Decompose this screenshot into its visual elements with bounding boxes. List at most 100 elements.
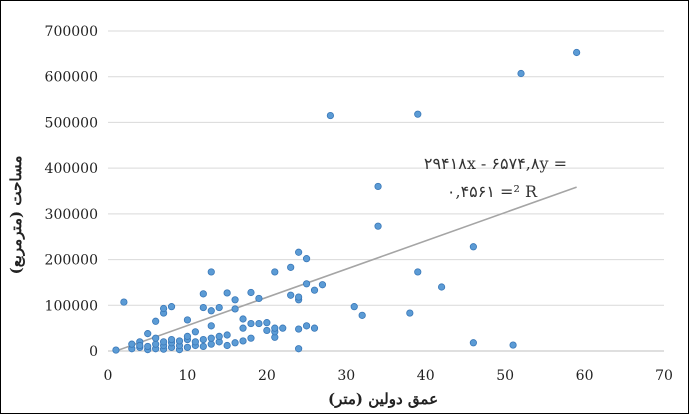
y-tick-label: 700000 — [45, 24, 98, 40]
data-point — [207, 322, 215, 330]
tick-labels: 0100000200000300000400000500000600000700… — [45, 24, 673, 384]
data-point — [247, 334, 255, 342]
y-tick-label: 100000 — [45, 298, 98, 314]
data-point — [152, 334, 160, 342]
data-point — [207, 334, 215, 342]
data-point — [247, 319, 255, 328]
data-point — [128, 340, 136, 348]
y-tick-label: 200000 — [45, 253, 98, 269]
x-tick-label: 40 — [417, 368, 435, 384]
data-point — [144, 330, 152, 338]
data-point — [374, 222, 382, 230]
x-tick-label: 50 — [496, 368, 514, 384]
data-point — [152, 340, 160, 348]
data-point — [509, 341, 517, 349]
data-point — [350, 303, 358, 311]
data-point — [414, 110, 422, 118]
data-point — [152, 317, 160, 325]
gridlines — [108, 30, 664, 306]
data-point — [279, 324, 287, 332]
data-point — [318, 281, 327, 289]
data-point — [231, 296, 239, 304]
data-point — [160, 338, 168, 346]
data-points — [112, 48, 581, 354]
x-tick-label: 20 — [258, 368, 276, 384]
data-point — [136, 341, 144, 350]
y-tick-label: 400000 — [45, 161, 98, 177]
data-point — [437, 283, 446, 291]
x-tick-label: 70 — [655, 368, 673, 384]
data-point — [271, 324, 279, 332]
data-point — [573, 48, 581, 57]
data-point — [191, 328, 199, 336]
data-point — [207, 340, 215, 348]
data-point — [199, 290, 207, 298]
data-point — [183, 343, 192, 351]
data-point — [199, 342, 207, 351]
data-point — [223, 341, 231, 350]
data-point — [263, 319, 271, 327]
trendline — [115, 186, 577, 352]
data-point — [247, 288, 255, 297]
data-point — [302, 322, 311, 330]
r-squared-label: ۰,۴۵۶۱ =² R — [447, 182, 538, 201]
data-point — [263, 326, 271, 335]
data-point — [295, 345, 303, 353]
data-point — [406, 309, 414, 317]
y-tick-label: 500000 — [45, 115, 98, 131]
data-point — [374, 182, 382, 191]
data-point — [302, 280, 311, 288]
data-point — [287, 291, 295, 299]
x-tick-label: 0 — [104, 368, 113, 384]
x-tick-label: 30 — [337, 368, 355, 384]
data-point — [199, 335, 207, 344]
data-point — [358, 311, 366, 319]
data-point — [239, 315, 247, 323]
data-point — [469, 339, 477, 347]
x-axis-title: عمق دولین (متر) — [328, 390, 438, 408]
data-point — [310, 286, 319, 294]
data-point — [112, 346, 120, 354]
data-point — [215, 303, 223, 312]
data-point — [231, 339, 239, 347]
data-point — [255, 319, 263, 328]
data-point — [469, 243, 477, 251]
data-point — [120, 298, 128, 306]
y-axis-title: مساحت (مترمربع) — [7, 156, 25, 275]
x-tick-label: 60 — [576, 368, 594, 384]
y-tick-label: 0 — [89, 344, 98, 360]
data-point — [160, 304, 168, 313]
data-point — [231, 305, 239, 313]
data-point — [183, 332, 192, 340]
data-point — [239, 337, 247, 345]
data-point — [199, 303, 207, 312]
data-point — [215, 332, 223, 340]
data-point — [295, 248, 303, 256]
data-point — [239, 324, 247, 332]
data-point — [517, 69, 525, 78]
data-point — [191, 338, 199, 346]
data-point — [223, 331, 231, 339]
data-point — [255, 294, 263, 303]
data-point — [175, 337, 184, 345]
data-point — [207, 268, 215, 276]
data-point — [223, 289, 231, 297]
data-point — [326, 111, 334, 120]
data-point — [271, 268, 279, 276]
data-point — [295, 325, 303, 333]
data-point — [414, 268, 422, 276]
x-tick-label: 10 — [179, 368, 197, 384]
y-tick-label: 600000 — [45, 70, 98, 86]
data-point — [295, 293, 303, 301]
data-point — [183, 316, 192, 324]
y-tick-label: 300000 — [45, 207, 98, 223]
trendline-equation: ۲۹۴۱۸x - ۶۵۷۴,۸y = — [424, 154, 567, 173]
data-point — [167, 335, 176, 344]
data-point — [144, 342, 152, 351]
data-point — [310, 324, 319, 332]
data-point — [287, 263, 295, 271]
data-point — [167, 303, 176, 311]
trendline-line — [115, 186, 577, 352]
